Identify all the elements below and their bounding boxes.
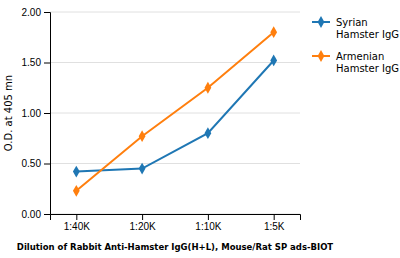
y-tick-mark: [44, 113, 50, 114]
marker: [139, 163, 146, 175]
x-axis: 1:40K 1:20K 1:10K 1:5K: [51, 214, 301, 232]
x-tick-label: 1:5K: [264, 221, 285, 232]
grid-line: [50, 163, 300, 164]
y-tick: 0.00: [22, 209, 50, 220]
y-tick-mark: [44, 164, 50, 165]
grid: [50, 12, 300, 214]
y-axis-title: O.D. at 405 mn: [3, 75, 14, 151]
marker: [204, 82, 211, 94]
x-tick-mark: [76, 214, 77, 220]
marker: [270, 26, 277, 38]
y-tick-mark: [44, 214, 50, 215]
y-tick-mark: [44, 63, 50, 64]
marks: [73, 26, 277, 196]
legend-entry: SyrianHamster IgG: [312, 16, 399, 40]
series-line: [76, 60, 273, 171]
x-tick: 1:40K: [64, 214, 90, 232]
grid-line: [50, 62, 300, 63]
x-tick: 1:5K: [264, 214, 285, 232]
y-axis: 0.00 0.50 1.00 1.50 2.00: [22, 7, 51, 220]
y-tick: 2.00: [22, 7, 50, 18]
x-tick-mark: [208, 214, 209, 220]
x-tick-label: 1:10K: [195, 221, 221, 232]
marker: [204, 127, 211, 139]
marker: [139, 130, 146, 142]
series-markers: [73, 26, 277, 196]
x-tick-label: 1:40K: [64, 221, 90, 232]
legend-label: SyrianHamster IgG: [336, 17, 399, 40]
series-markers: [73, 55, 277, 178]
marker: [270, 55, 277, 67]
x-axis-line: [51, 215, 301, 221]
x-tick-label: 1:20K: [130, 221, 156, 232]
y-tick-label: 2.00: [22, 7, 42, 18]
y-tick-label: 1.50: [22, 57, 42, 68]
x-tick-mark: [142, 214, 143, 220]
x-tick-mark: [274, 214, 275, 220]
legend: SyrianHamster IgG ArmenianHamster IgG: [312, 16, 399, 74]
legend-marker: [318, 50, 325, 62]
y-tick-label: 0.00: [22, 209, 42, 220]
y-tick-label: 1.00: [22, 108, 42, 119]
legend-label: ArmenianHamster IgG: [336, 51, 399, 74]
y-axis-line: [44, 13, 51, 215]
marker: [73, 166, 80, 178]
marker: [73, 185, 80, 197]
legend-entry: ArmenianHamster IgG: [312, 50, 399, 74]
x-tick: 1:20K: [130, 214, 156, 232]
y-tick: 1.50: [22, 57, 50, 68]
y-tick: 1.00: [22, 108, 50, 119]
x-tick: 1:10K: [195, 214, 221, 232]
series-line: [76, 32, 273, 191]
chart: 0.00 0.50 1.00 1.50 2.00 1:40K 1:20K 1:10K 1:5K O…: [0, 0, 400, 258]
y-tick-mark: [44, 12, 50, 13]
y-tick: 0.50: [22, 158, 50, 169]
y-tick-label: 0.50: [22, 158, 42, 169]
legend-marker: [318, 16, 325, 28]
x-axis-title: Dilution of Rabbit Anti-Hamster IgG(H+L)…: [17, 242, 334, 252]
grid-line: [50, 12, 300, 13]
plot: 0.00 0.50 1.00 1.50 2.00 1:40K 1:20K 1:10K 1:5K: [22, 7, 301, 232]
